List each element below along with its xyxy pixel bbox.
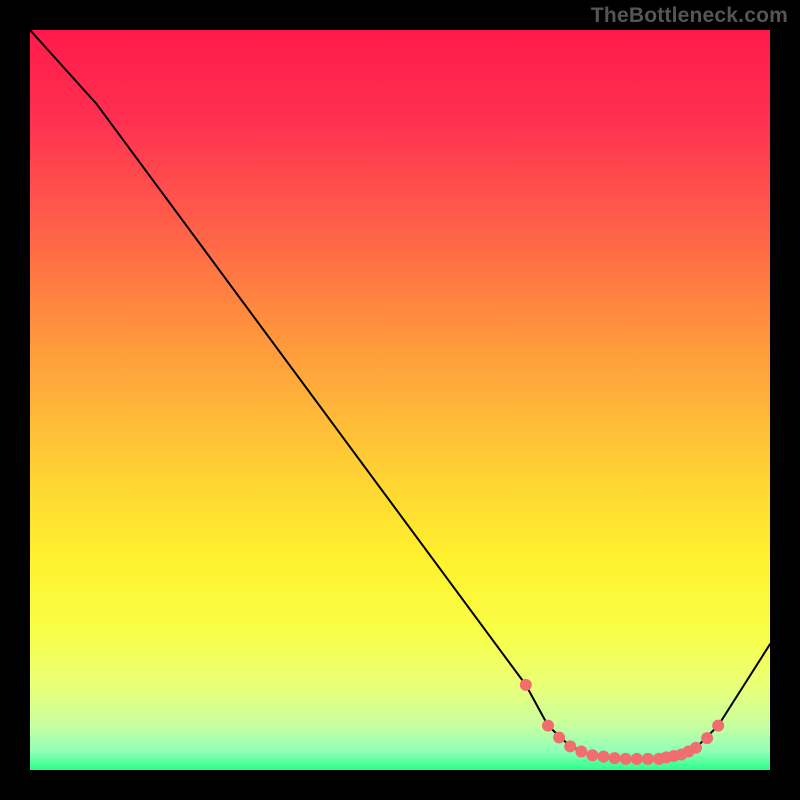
- watermark-text: TheBottleneck.com: [591, 4, 788, 28]
- data-marker: [642, 753, 653, 764]
- chart-stage: TheBottleneck.com: [0, 0, 800, 800]
- data-marker: [554, 732, 565, 743]
- data-marker: [631, 753, 642, 764]
- data-marker: [576, 746, 587, 757]
- data-marker: [609, 753, 620, 764]
- data-marker: [598, 751, 609, 762]
- data-marker: [565, 741, 576, 752]
- plot-background: [30, 30, 770, 770]
- data-marker: [543, 720, 554, 731]
- data-marker: [587, 750, 598, 761]
- data-marker: [702, 733, 713, 744]
- data-marker: [520, 679, 531, 690]
- data-marker: [620, 753, 631, 764]
- bottleneck-chart: [0, 0, 800, 800]
- data-marker: [691, 742, 702, 753]
- data-marker: [713, 720, 724, 731]
